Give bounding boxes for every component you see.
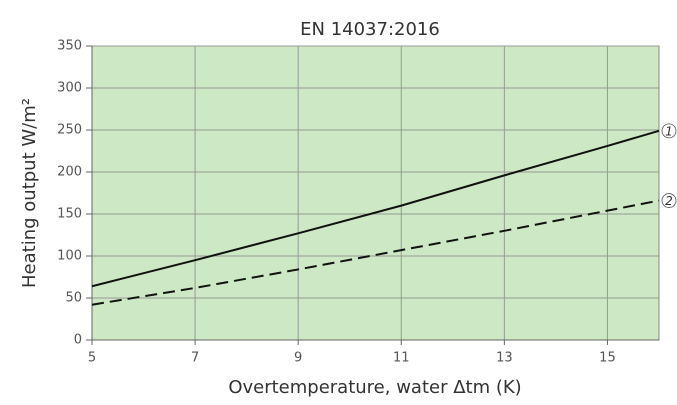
series-label: 1	[665, 124, 673, 138]
y-axis-label: Heating output W/m²	[19, 98, 40, 288]
x-tick-label: 13	[496, 351, 513, 366]
y-tick-label: 50	[65, 291, 82, 306]
chart-title: EN 14037:2016	[300, 19, 440, 40]
plot-area	[91, 45, 660, 341]
series-marker-circle	[661, 123, 677, 139]
y-tick-label: 100	[57, 249, 82, 264]
y-tick-label: 150	[57, 207, 82, 222]
y-tick-label: 200	[57, 165, 82, 180]
x-tick-label: 7	[191, 351, 199, 366]
x-tick-label: 5	[88, 351, 96, 366]
x-tick-label: 9	[294, 351, 302, 366]
y-tick-label: 300	[57, 81, 82, 96]
series-line	[91, 199, 660, 306]
x-axis-label: Overtemperature, water Δtm (K)	[228, 377, 521, 398]
y-tick-label: 0	[74, 333, 82, 348]
series-line	[91, 129, 660, 288]
x-tick-label: 11	[393, 351, 410, 366]
y-tick-label: 350	[57, 39, 82, 54]
x-tick-label: 15	[599, 351, 616, 366]
series-marker-circle	[661, 193, 677, 208]
series-label: 2	[665, 194, 673, 208]
y-tick-label: 250	[57, 123, 82, 138]
